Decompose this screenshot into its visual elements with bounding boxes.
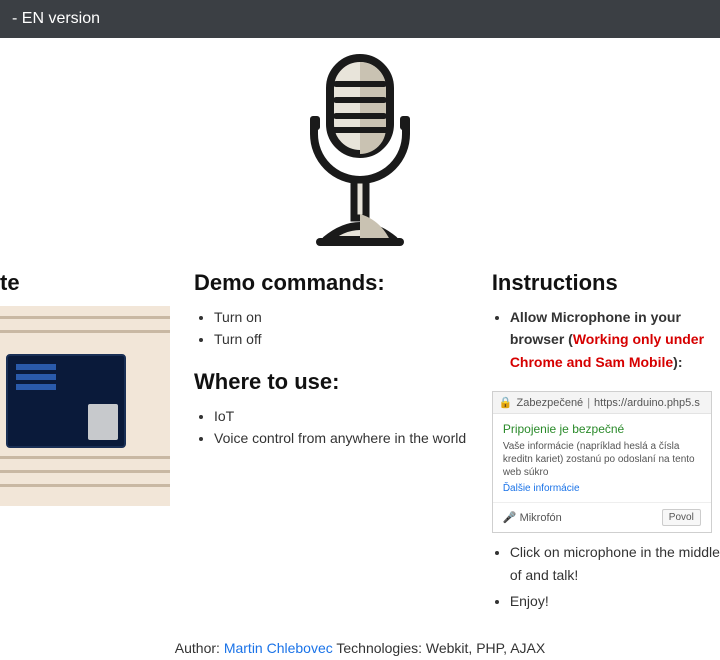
instructions-list: Allow Microphone in your browser (Workin…	[492, 306, 720, 373]
list-item: Enjoy!	[510, 590, 720, 612]
col1-heading: te	[0, 270, 170, 296]
instructions-heading: Instructions	[492, 270, 720, 296]
browser-permission-popup: 🔒 Zabezpečené | https://arduino.php5.s P…	[492, 391, 712, 533]
nodemcu-photo	[0, 306, 170, 506]
microphone-hero	[0, 38, 720, 270]
column-left: te	[0, 270, 170, 630]
columns: te Demo commands: Turn on Turn off Where…	[0, 270, 720, 630]
permission-title: Pripojenie je bezpečné	[503, 422, 701, 436]
page-footer: Author: Martin Chlebovec Technologies: W…	[0, 630, 720, 660]
permission-desc: Vaše informácie (napríklad heslá a čísla…	[503, 440, 701, 479]
url-text: https://arduino.php5.s	[594, 397, 700, 409]
author-link[interactable]: Martin Chlebovec	[224, 640, 333, 656]
mic-label: Mikrofón	[520, 512, 562, 524]
column-middle: Demo commands: Turn on Turn off Where to…	[194, 270, 468, 630]
instructions-list-2: Click on microphone in the middle of and…	[492, 541, 720, 612]
list-item: IoT	[214, 405, 468, 427]
demo-commands-heading: Demo commands:	[194, 270, 468, 296]
allow-button[interactable]: Povol	[662, 509, 701, 526]
page-header: - EN version	[0, 0, 720, 38]
demo-commands-list: Turn on Turn off	[194, 306, 468, 351]
column-right: Instructions Allow Microphone in your br…	[492, 270, 720, 630]
list-item: Voice control from anywhere in the world	[214, 427, 468, 449]
microphone-icon[interactable]	[290, 50, 430, 250]
footer-suffix: Technologies: Webkit, PHP, AJAX	[333, 640, 545, 656]
header-title: - EN version	[12, 10, 100, 27]
list-item: Turn off	[214, 328, 468, 350]
list-item: Turn on	[214, 306, 468, 328]
list-item: Click on microphone in the middle of and…	[510, 541, 720, 586]
mic-small-icon: 🎤	[503, 512, 517, 524]
footer-prefix: Author:	[175, 640, 224, 656]
where-to-use-list: IoT Voice control from anywhere in the w…	[194, 405, 468, 450]
secure-label: Zabezpečené	[517, 397, 584, 409]
mic-row: 🎤 Mikrofón	[503, 511, 562, 524]
list-item: Allow Microphone in your browser (Workin…	[510, 306, 720, 373]
paren-close: ):	[673, 354, 682, 370]
where-to-use-heading: Where to use:	[194, 369, 468, 395]
lock-icon: 🔒	[499, 396, 513, 409]
address-bar: 🔒 Zabezpečené | https://arduino.php5.s	[493, 392, 711, 414]
more-info-link[interactable]: Ďalšie informácie	[503, 483, 580, 494]
